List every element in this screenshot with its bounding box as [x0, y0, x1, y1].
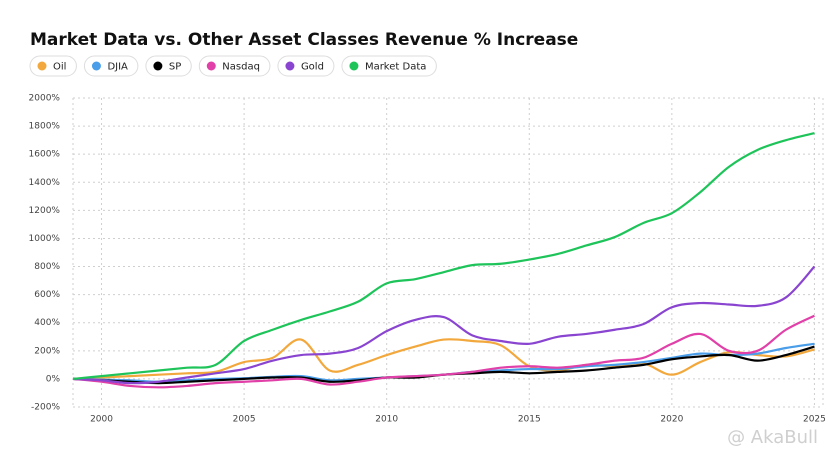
y-tick-label: 400% [34, 318, 60, 328]
legend-pill [83, 55, 139, 77]
x-tick-label: 2020 [660, 415, 683, 425]
y-tick-label: 1800% [29, 122, 61, 132]
legend-item[interactable]: DJIA [83, 55, 139, 77]
legend-label: Market Data [365, 62, 426, 73]
legend-label: Nasdaq [222, 62, 260, 73]
series-line [72, 338, 815, 381]
legend-pill [341, 55, 437, 77]
legend: Oil DJIA SP Nasdaq Gold Market Data [29, 55, 437, 77]
y-tick-label: 1200% [29, 206, 61, 216]
legend-swatch [91, 61, 101, 71]
x-tick-label: 2015 [518, 415, 541, 425]
legend-swatch [206, 61, 216, 71]
y-tick-label: 1400% [29, 178, 61, 188]
x-tick-label: 2000 [90, 415, 113, 425]
y-tick-label: -200% [31, 403, 60, 413]
watermark: @ AkaBull [727, 427, 818, 448]
legend-label: DJIA [107, 62, 128, 73]
y-tick-label: 2000% [29, 94, 61, 104]
y-tick-label: 1600% [29, 150, 61, 160]
x-tick-label: 2005 [233, 415, 256, 425]
legend-pill [29, 55, 77, 77]
legend-item[interactable]: Nasdaq [198, 55, 271, 77]
legend-swatch [349, 61, 359, 71]
legend-label: SP [169, 62, 181, 73]
series-line [72, 132, 815, 381]
x-tick-label: 2010 [375, 415, 398, 425]
legend-item[interactable]: Market Data [341, 55, 437, 77]
y-tick-label: 200% [34, 346, 60, 356]
lines [72, 132, 816, 389]
y-tick-label: 0% [46, 374, 61, 384]
series-line [72, 314, 815, 389]
series-line [72, 265, 816, 385]
legend-item[interactable]: Gold [277, 55, 335, 77]
legend-pill [145, 55, 192, 77]
legend-swatch [37, 61, 47, 71]
legend-label: Gold [301, 62, 324, 73]
legend-pill [277, 55, 335, 77]
legend-item[interactable]: SP [145, 55, 192, 77]
legend-swatch [153, 61, 163, 71]
y-tick-label: 800% [34, 262, 60, 272]
legend-swatch [285, 61, 295, 71]
legend-label: Oil [53, 62, 66, 73]
legend-item[interactable]: Oil [29, 55, 77, 77]
y-tick-label: 600% [34, 290, 60, 300]
x-tick-label: 2025 [803, 415, 826, 425]
y-tick-label: 1000% [29, 234, 61, 244]
legend-pill [198, 55, 271, 77]
chart-title: Market Data vs. Other Asset Classes Reve… [30, 30, 578, 50]
